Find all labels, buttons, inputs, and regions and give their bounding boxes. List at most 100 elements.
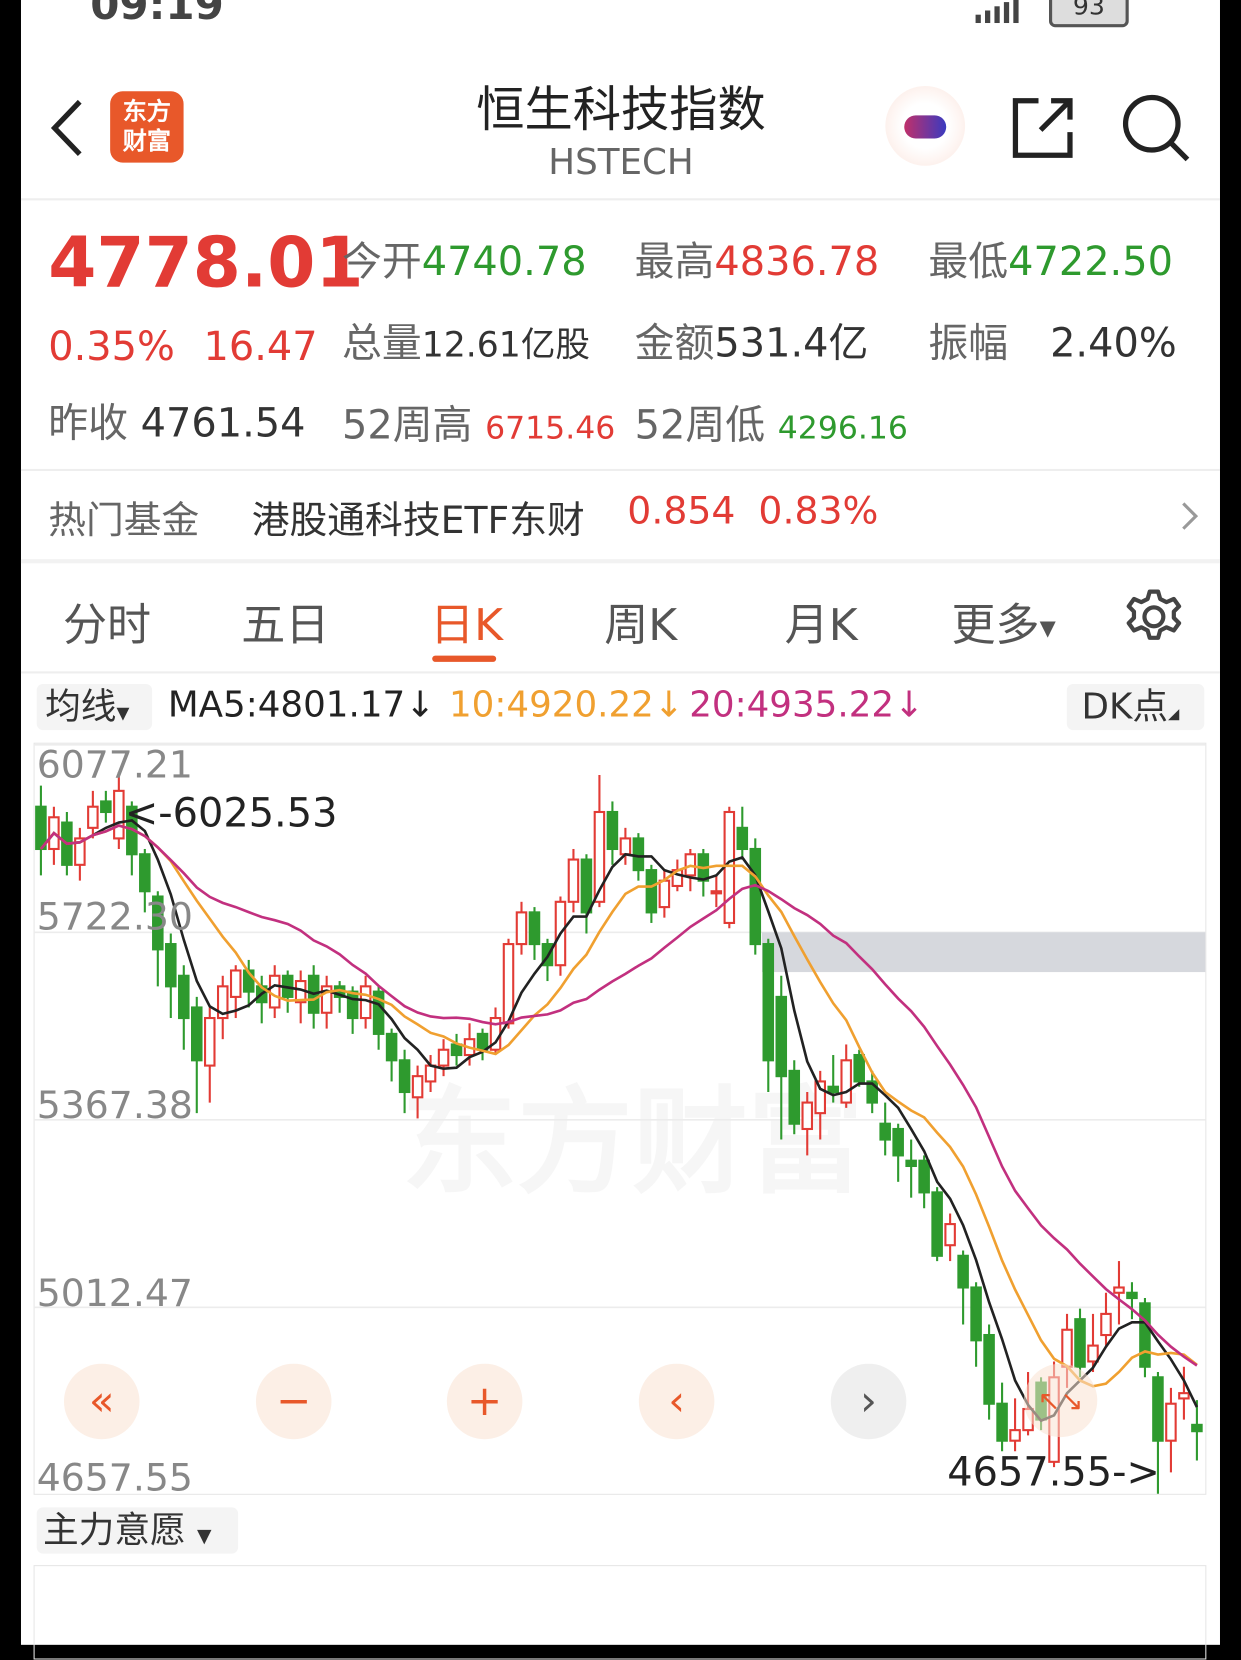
dropdown-arrow-icon: ▼ [116, 702, 130, 723]
fund-price: 0.854 [627, 489, 736, 533]
candle-down [450, 1043, 463, 1057]
candle-down [918, 1159, 930, 1194]
plus-icon: + [467, 1377, 503, 1426]
candle-up [1009, 1429, 1021, 1442]
candle-down [152, 895, 164, 951]
logo-line2: 财富 [122, 127, 171, 156]
candle-down [1139, 1302, 1151, 1368]
candle-up [203, 1016, 216, 1067]
chevron-right-icon: › [860, 1377, 877, 1426]
candle-up [320, 985, 333, 1014]
chevron-left-icon [50, 99, 82, 157]
hot-fund-row[interactable]: 热门基金 港股通科技ETF东财 0.854 0.83% [21, 471, 1220, 559]
dk-point-label: DK点 [1081, 686, 1169, 729]
candle-up [567, 858, 580, 903]
page-subtitle: HSTECH [548, 141, 694, 184]
amount-value: 531.4亿 [714, 319, 869, 367]
candle-up [216, 985, 229, 1020]
candle-up [87, 805, 99, 829]
candle-down [957, 1254, 969, 1289]
fund-name: 港股通科技ETF东财 [251, 499, 585, 543]
tab-more-label: 更多 [951, 598, 1040, 651]
candle-down [165, 943, 177, 988]
candle-down [879, 1122, 891, 1141]
tab-intraday[interactable]: 分时 [62, 598, 152, 651]
candle-down [736, 826, 749, 851]
volume-value: 12.61亿股 [421, 324, 591, 366]
candle-down [983, 1333, 995, 1405]
candle-up [424, 1064, 437, 1083]
prev-close-value: 4761.54 [140, 399, 306, 446]
wk52-high-label: 52周高 [341, 401, 473, 448]
page-title: 恒生科技指数 [476, 80, 766, 138]
candle-down [191, 1006, 203, 1062]
low-value: 4722.50 [1008, 238, 1173, 285]
scroll-left-button[interactable]: ‹ [638, 1363, 715, 1440]
share-button[interactable] [1009, 94, 1076, 165]
amplitude-label: 振幅 [928, 319, 1009, 367]
candle-up [619, 837, 632, 856]
y-tick-label: 4657.55 [36, 1457, 193, 1495]
volume-label: 总量 [341, 319, 422, 367]
ma5-value: MA5:4801.17↓ [167, 683, 436, 726]
low-label: 最低 [928, 238, 1009, 285]
logo-line1: 东方 [122, 98, 171, 126]
candle-down [996, 1402, 1008, 1442]
candle-up [74, 837, 86, 866]
fullscreen-button[interactable]: ↖↘ [1023, 1363, 1098, 1438]
candle-up [411, 1075, 424, 1099]
candle-up [723, 810, 736, 924]
ma10-value: 10:4920.22↓ [448, 683, 684, 726]
chart-settings-button[interactable] [1125, 587, 1184, 650]
expand-arrows-icon: ↖↘ [1037, 1385, 1084, 1418]
indicator-panel [33, 1565, 1207, 1660]
robot-assistant-icon[interactable] [885, 86, 966, 166]
indicator-selector[interactable]: 主力意愿 ▼ [36, 1507, 239, 1554]
tab-five-day[interactable]: 五日 [241, 598, 330, 651]
candle-up [229, 969, 242, 998]
current-price: 4778.01 [48, 222, 364, 304]
app-logo[interactable]: 东方 财富 [110, 91, 184, 163]
search-button[interactable] [1120, 92, 1191, 168]
dk-point-toggle[interactable]: DK点◢ [1066, 683, 1205, 731]
candle-down [476, 1032, 489, 1051]
scroll-to-start-button[interactable]: « [63, 1363, 140, 1440]
status-time: 09:19 [90, 0, 224, 30]
open-value: 4740.78 [421, 238, 587, 285]
candle-up [1165, 1402, 1177, 1442]
candle-down [1074, 1318, 1086, 1368]
candle-down [853, 1053, 865, 1083]
y-tick-label: 6077.21 [36, 743, 193, 787]
candle-up [944, 1223, 956, 1247]
zoom-in-button[interactable]: + [446, 1363, 523, 1440]
wk52-high-value: 6715.46 [485, 410, 616, 447]
scroll-right-button[interactable]: › [830, 1363, 907, 1440]
candle-down [931, 1191, 943, 1257]
candle-up [710, 890, 723, 895]
tab-more[interactable]: 更多▼ [951, 590, 1055, 654]
candle-up [113, 789, 125, 840]
ma-selector-label: 均线 [45, 686, 117, 729]
candle-up [268, 974, 281, 1009]
chevron-left-icon: ‹ [668, 1377, 685, 1426]
candle-down [35, 805, 47, 851]
back-button[interactable] [46, 97, 88, 164]
tab-weekly-k[interactable]: 周K [604, 598, 678, 651]
high-label: 最高 [634, 238, 715, 285]
amount-label: 金额 [634, 319, 715, 367]
ma-selector[interactable]: 均线▼ [36, 683, 153, 731]
candle-down [1191, 1423, 1203, 1433]
candle-up [437, 1048, 450, 1067]
wk52-low-label: 52周低 [634, 401, 766, 448]
signal-icon [970, 0, 1033, 24]
tab-monthly-k[interactable]: 月K [784, 598, 858, 651]
candle-down [1152, 1376, 1164, 1442]
y-tick-label: 5722.30 [36, 895, 193, 939]
tab-daily-k[interactable]: 日K [430, 598, 504, 651]
candle-up [658, 879, 671, 909]
candle-down [1126, 1291, 1138, 1300]
zoom-out-button[interactable]: − [255, 1363, 332, 1440]
candle-up [593, 810, 606, 903]
min-price-label: 4657.55-> [947, 1448, 1160, 1495]
